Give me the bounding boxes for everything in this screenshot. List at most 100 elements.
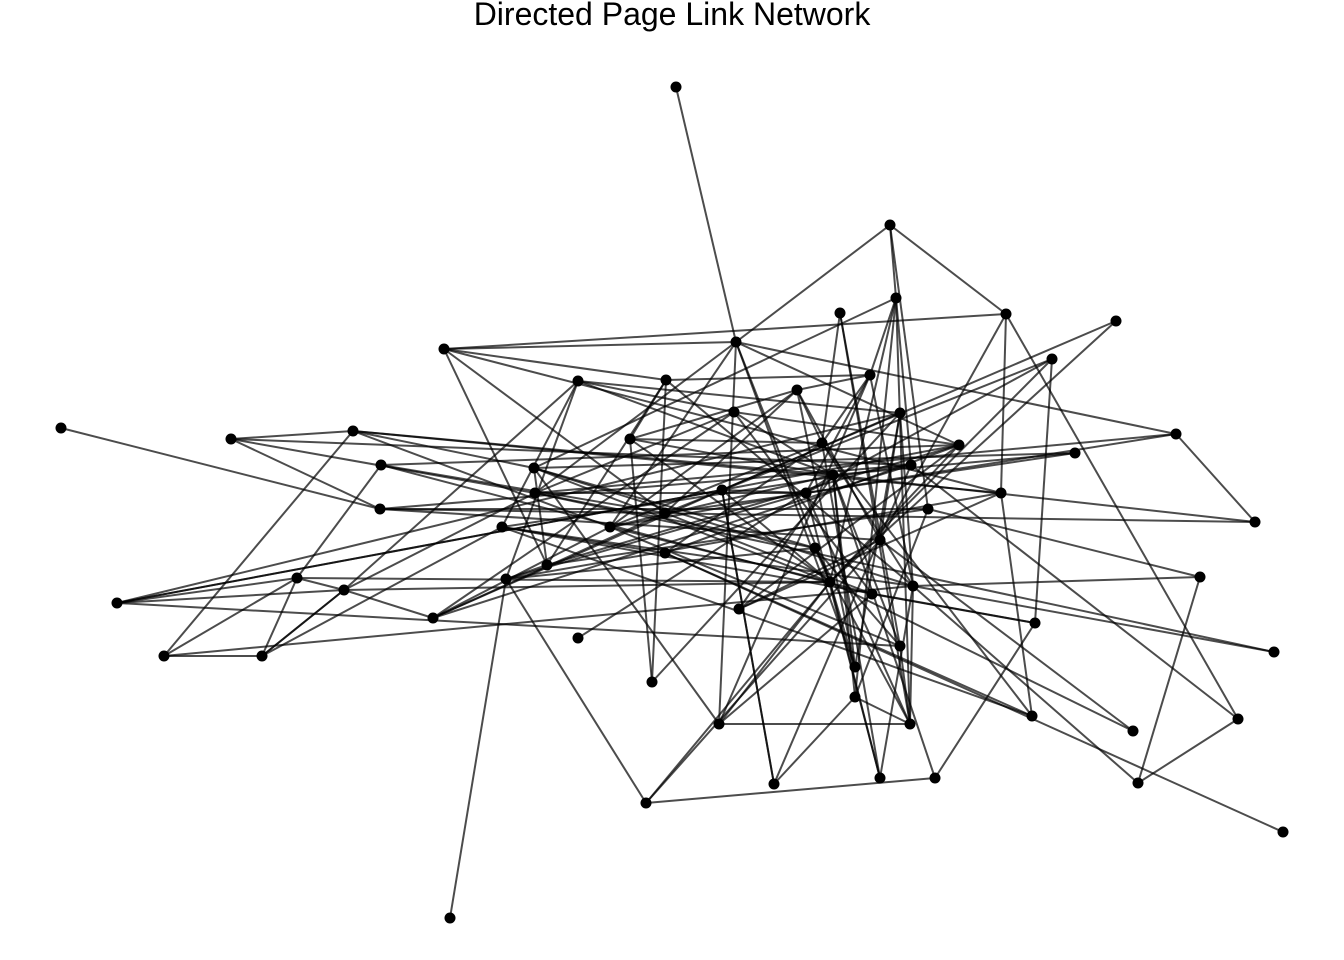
graph-edge xyxy=(665,374,871,381)
graph-node xyxy=(904,718,916,730)
graph-edge xyxy=(261,577,298,657)
graph-edge xyxy=(60,427,381,510)
graph-edge xyxy=(738,444,960,610)
graph-edge xyxy=(116,589,345,604)
graph-node xyxy=(444,912,456,924)
graph-edge xyxy=(609,492,807,528)
graph-edge xyxy=(805,492,911,725)
graph-edge xyxy=(738,474,834,610)
graph-edge xyxy=(443,348,666,514)
graph-edge xyxy=(546,444,960,566)
graph-node xyxy=(646,676,658,688)
graph-node xyxy=(659,547,671,559)
graph-node xyxy=(528,462,540,474)
graph-edge xyxy=(533,297,897,469)
graph-edge xyxy=(534,433,1177,494)
graph-node xyxy=(733,603,745,615)
graph-node xyxy=(604,521,616,533)
graph-edge xyxy=(163,577,298,657)
graph-edge xyxy=(912,576,1201,587)
graph-node xyxy=(1194,571,1206,583)
graph-edge xyxy=(829,581,856,668)
graph-edge xyxy=(854,508,929,698)
graph-edge xyxy=(343,492,536,591)
graph-edge xyxy=(718,341,737,725)
graph-node xyxy=(894,640,906,652)
graph-edge xyxy=(821,442,1033,717)
graph-node xyxy=(716,484,728,496)
graph-edge xyxy=(829,581,881,779)
graph-node xyxy=(291,572,303,584)
graph-node xyxy=(864,369,876,381)
graph-edge xyxy=(721,489,775,785)
graph-edge xyxy=(733,411,960,446)
diagram-title: Directed Page Link Network xyxy=(473,0,871,32)
graph-edge xyxy=(546,379,667,566)
graph-edge xyxy=(869,297,897,376)
graph-node xyxy=(624,433,636,445)
graph-edge xyxy=(533,452,1076,469)
graph-edge xyxy=(577,380,901,414)
graph-edge xyxy=(735,341,960,446)
graph-edge xyxy=(443,313,1007,350)
graph-node xyxy=(1110,315,1122,327)
graph-edge xyxy=(879,585,914,779)
graph-edge xyxy=(735,224,891,343)
graph-edge xyxy=(343,589,434,619)
graph-node xyxy=(1127,725,1139,737)
graph-edge xyxy=(832,474,1256,523)
graph-edge xyxy=(773,696,856,785)
graph-edge xyxy=(609,474,834,528)
graph-edge xyxy=(927,508,1201,578)
graph-edge xyxy=(379,508,1256,523)
graph-edge xyxy=(1005,313,1239,720)
graph-edge xyxy=(912,585,1139,784)
graph-node xyxy=(827,469,839,481)
graph-edge xyxy=(296,577,831,583)
graph-edge xyxy=(505,380,579,580)
graph-edge xyxy=(1034,358,1053,624)
graph-node xyxy=(1069,447,1081,459)
graph-node xyxy=(256,650,268,662)
graph-node xyxy=(816,437,828,449)
graph-node xyxy=(894,407,906,419)
graph-node xyxy=(1268,646,1280,658)
graph-node xyxy=(995,487,1007,499)
graph-edge xyxy=(645,539,881,804)
graph-node xyxy=(849,691,861,703)
graph-edge xyxy=(718,593,873,725)
graph-node xyxy=(225,433,237,445)
graph-node xyxy=(438,343,450,355)
graph-edge xyxy=(261,526,503,657)
graph-node xyxy=(347,425,359,437)
graph-edge xyxy=(443,348,548,566)
graph-edge xyxy=(629,389,798,440)
graph-node xyxy=(375,459,387,471)
graph-edge xyxy=(854,696,911,725)
graph-edge xyxy=(230,430,354,440)
graph-edge xyxy=(934,622,1036,779)
graph-node xyxy=(922,503,934,515)
graph-node xyxy=(884,219,896,231)
graph-edge xyxy=(449,578,507,919)
graph-node xyxy=(541,559,553,571)
graph-node xyxy=(1046,353,1058,365)
graph-edge xyxy=(533,467,914,587)
graph-edge xyxy=(443,341,737,350)
graph-node xyxy=(427,612,439,624)
graph-edge xyxy=(796,374,871,391)
graph-node xyxy=(1277,826,1289,838)
graph-edge xyxy=(1137,718,1239,784)
graph-node xyxy=(730,336,742,348)
graph-node xyxy=(1170,428,1182,440)
graph-edge xyxy=(889,224,1007,315)
graph-edge xyxy=(629,438,831,583)
graph-edge xyxy=(296,577,345,591)
graph-edge xyxy=(645,581,831,804)
graph-node xyxy=(529,487,541,499)
graph-node xyxy=(929,772,941,784)
graph-edge xyxy=(829,581,1134,732)
graph-edge xyxy=(352,430,834,476)
graph-node xyxy=(1026,710,1038,722)
